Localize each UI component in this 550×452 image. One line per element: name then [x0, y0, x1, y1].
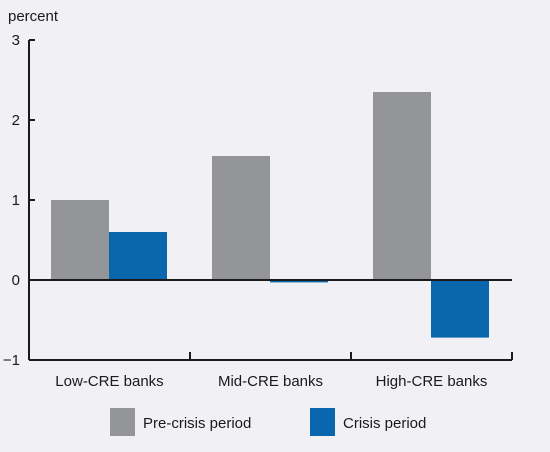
bar-crisis-0	[109, 232, 167, 280]
bar-pre-crisis-1	[212, 156, 270, 280]
x-category-label-2: High-CRE banks	[376, 373, 488, 390]
y-tick-label-0: 3	[12, 32, 20, 49]
y-tick-label-2: 1	[12, 192, 20, 209]
bar-crisis-2	[431, 280, 489, 338]
legend-swatch-pre-crisis	[110, 408, 135, 436]
y-axis-label: percent	[8, 8, 59, 25]
bars-group	[51, 92, 489, 338]
bar-pre-crisis-2	[373, 92, 431, 280]
bar-crisis-1	[270, 280, 328, 283]
y-tick-label-4: −1	[3, 352, 20, 369]
legend-label-crisis: Crisis period	[343, 415, 426, 432]
legend: Pre-crisis period Crisis period	[110, 408, 426, 436]
axes-group: 3 2 1 0 −1 Low-CRE banks Mid-CRE banks High-CRE…	[3, 32, 513, 390]
legend-swatch-crisis	[310, 408, 335, 436]
legend-label-pre-crisis: Pre-crisis period	[143, 415, 251, 432]
x-category-label-1: Mid-CRE banks	[218, 373, 323, 390]
bar-pre-crisis-0	[51, 200, 109, 280]
y-tick-label-3: 0	[12, 272, 20, 289]
y-tick-label-1: 2	[12, 112, 20, 129]
x-category-label-0: Low-CRE banks	[55, 373, 163, 390]
